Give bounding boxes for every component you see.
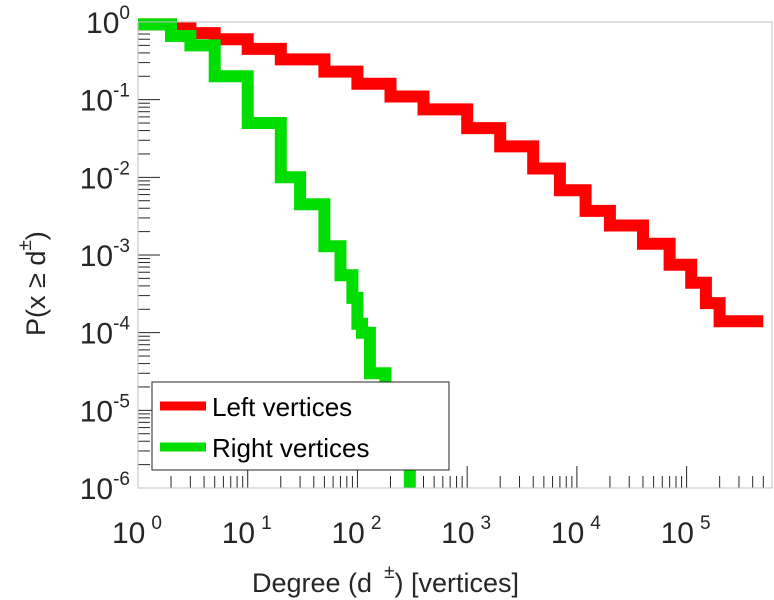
legend-label-left: Left vertices (212, 392, 352, 422)
x-tick-label: 10 5 (661, 513, 711, 550)
legend-label-right: Right vertices (212, 433, 370, 463)
y-tick-label: 10-5 (80, 391, 130, 428)
legend-box (151, 381, 450, 471)
x-tick-label: 10 3 (441, 513, 491, 550)
legend: Left vertices Right vertices (151, 381, 450, 471)
plot-frame (137, 21, 773, 489)
y-tick-label: 100 (86, 3, 130, 40)
x-tick-labels: 10 0 10 1 10 2 10 3 10 4 10 5 (112, 513, 711, 550)
x-axis-label-suffix: ) [vertices] (395, 568, 520, 598)
y-tick-label: 10-6 (80, 469, 130, 506)
x-tick-label: 10 4 (551, 513, 601, 550)
x-tick-label: 10 2 (331, 513, 381, 550)
x-axis-label-prefix: Degree (d (252, 568, 372, 598)
y-axis-label-sup: ± (15, 240, 36, 250)
y-tick-label: 10-2 (80, 158, 130, 195)
y-axis-label: P(x ≥ d±) (15, 231, 51, 336)
series-line-left-vertices (138, 18, 764, 328)
plot-series (138, 18, 764, 488)
y-axis-label-suffix: ) (21, 231, 51, 240)
series-line-right-vertices (138, 18, 416, 488)
x-axis-label-sup: ± (384, 562, 394, 583)
x-axis-label: Degree (d ±) [vertices] (252, 562, 519, 598)
y-tick-label: 10-1 (80, 81, 130, 118)
y-tick-label: 10-3 (80, 236, 130, 273)
y-tick-labels: 100 10-1 10-2 10-3 10-4 10-5 10-6 (80, 3, 131, 506)
x-tick-label: 10 0 (112, 513, 162, 550)
x-tick-label: 10 1 (222, 513, 272, 550)
y-tick-label: 10-4 (80, 314, 131, 351)
y-axis-label-prefix: P(x ≥ d (21, 251, 51, 336)
